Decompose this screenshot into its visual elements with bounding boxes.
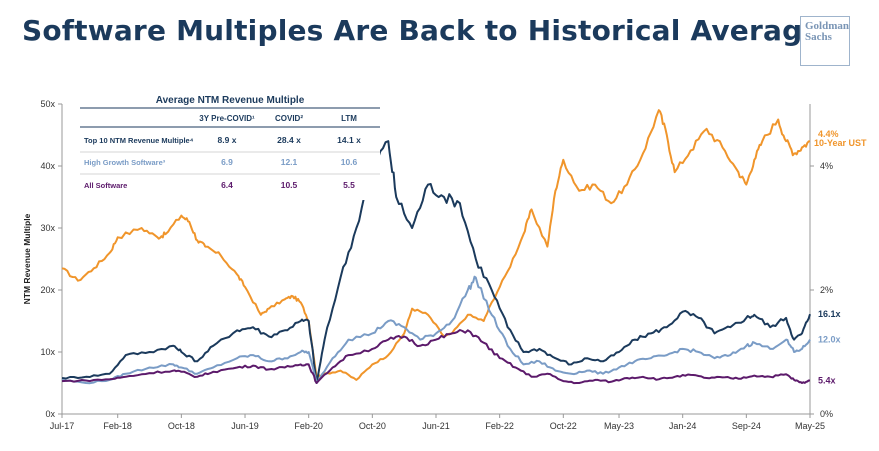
y-tick-label: 40x [40,161,55,171]
y-tick-label: 20x [40,285,55,295]
summary-table: Average NTM Revenue Multiple 3Y Pre-COVI… [80,92,380,200]
x-tick-label: May-23 [604,421,634,431]
table-cell: 12.1 [281,157,298,167]
y-axis-title: NTM Revenue Multiple [22,213,32,304]
x-tick-label: Jan-24 [669,421,697,431]
table-cell: 10.6 [341,157,358,167]
table-header-covid: COVID² [275,114,303,123]
table-header-ltm: LTM [341,114,357,123]
x-tick-label: Feb-18 [103,421,132,431]
table-cell: 6.4 [221,180,233,190]
x-tick-label: May-25 [795,421,825,431]
y-tick-label: 0x [45,409,55,419]
goldman-sachs-logo: Goldman Sachs [800,16,850,66]
y-tick-label: 30x [40,223,55,233]
x-tick-label: Feb-22 [485,421,514,431]
y2-tick-label: 4% [820,161,833,171]
table-cell: 14.1 x [337,135,361,145]
x-tick-label: Jun-19 [231,421,259,431]
table-cell: 8.9 x [218,135,237,145]
series-line-high-growth-software [61,275,811,385]
y2-tick-label: 0% [820,409,833,419]
table-rows: Top 10 NTM Revenue Multiple⁴ 8.9 x 28.4 x 1… [80,135,380,190]
axes-layer: 0x 10x 20x 30x 40x 50x 0% 2% 4% Jul-17 Feb-18 Oct-1… [22,99,833,431]
series-layer: 4.4%10-Year UST 16.1x 12.0x 5.4x [61,109,867,386]
x-tick-label: Sep-24 [732,421,761,431]
table-row-label: Top 10 NTM Revenue Multiple⁴ [84,136,194,145]
series-name-label: 10-Year UST [814,138,867,148]
y-tick-label: 50x [40,99,55,109]
series-end-label: 4.4% [818,129,839,139]
x-tick-label: Feb-20 [294,421,323,431]
table-background [80,92,380,200]
series-end-label: 16.1x [818,309,841,319]
series-line-all-software [61,329,810,385]
table-cell: 5.5 [343,180,355,190]
table-cell: 6.9 [221,157,233,167]
logo-text: Goldman Sachs [805,20,850,43]
table-cell: 28.4 x [277,135,301,145]
series-end-label: 12.0x [818,335,841,345]
series-line-top-10-ntm-revenue-multiple [61,140,811,384]
y2-tick-label: 2% [820,285,833,295]
x-tick-label: Oct-18 [168,421,195,431]
x-tick-label: Jun-21 [422,421,450,431]
x-tick-label: Oct-20 [359,421,386,431]
table-title: Average NTM Revenue Multiple [156,95,305,106]
y-tick-label: 10x [40,347,55,357]
table-header-pre-covid: 3Y Pre-COVID¹ [199,114,255,123]
x-tick-label: Oct-22 [550,421,577,431]
table-row-label: All Software [84,181,127,190]
series-end-label: 5.4x [818,376,836,386]
page-title: Software Multiples Are Back to Historica… [22,14,839,47]
x-tick-label: Jul-17 [50,421,75,431]
table-row-label: High Growth Software³ [84,158,166,167]
table-cell: 10.5 [281,180,298,190]
